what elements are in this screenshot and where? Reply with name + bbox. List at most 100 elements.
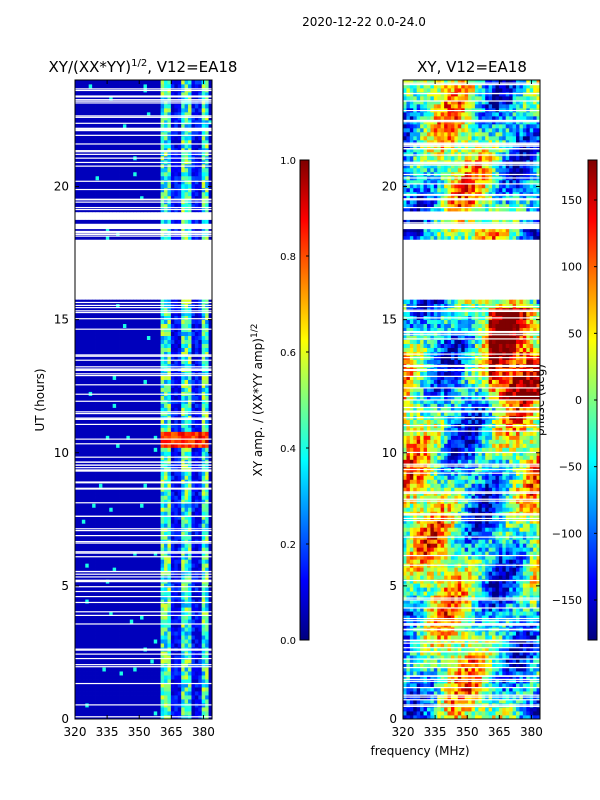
heatmap-cell: [92, 547, 96, 552]
heatmap-cell: [201, 655, 206, 660]
heatmap-cell: [75, 499, 79, 504]
heatmap-cell: [112, 407, 117, 412]
heatmap-cell: [109, 611, 114, 616]
heatmap-cell: [78, 691, 83, 696]
heatmap-cell: [198, 531, 203, 536]
heatmap-cell: [143, 403, 148, 408]
heatmap-cell: [116, 663, 120, 668]
heatmap-cell: [174, 635, 179, 640]
heatmap-cell: [174, 511, 179, 516]
heatmap-cell: [136, 447, 141, 452]
heatmap-cell: [81, 619, 86, 624]
heatmap-cell: [198, 343, 203, 348]
heatmap-cell: [167, 547, 172, 552]
heatmap-cell: [174, 219, 179, 225]
heatmap-cell: [150, 571, 155, 576]
heatmap-cell: [126, 375, 131, 380]
heatmap-cell: [109, 587, 114, 592]
heatmap-cell: [122, 563, 127, 568]
heatmap-cell: [201, 327, 206, 332]
heatmap-cell: [98, 363, 103, 368]
heatmap-cell: [181, 167, 185, 173]
heatmap-cell: [126, 663, 131, 668]
heatmap-cell: [88, 451, 93, 456]
heatmap-cell: [133, 383, 138, 388]
heatmap-cell: [78, 343, 83, 348]
heatmap-cell: [194, 427, 199, 432]
heatmap-cell: [198, 323, 203, 329]
heatmap-cell: [143, 583, 148, 588]
heatmap-cell: [194, 559, 199, 564]
heatmap-cell: [150, 599, 155, 604]
heatmap-cell: [143, 623, 148, 628]
heatmap-cell: [126, 427, 131, 432]
heatmap-cell: [188, 515, 192, 520]
heatmap-cell: [177, 339, 182, 344]
heatmap-cell: [153, 235, 158, 241]
heatmap-cell: [170, 523, 175, 528]
heatmap-cell: [81, 395, 86, 400]
heatmap-cell: [198, 403, 203, 408]
heatmap-cell: [126, 507, 131, 512]
heatmap-cell: [205, 427, 209, 432]
heatmap-cell: [184, 167, 189, 173]
heatmap-cell: [119, 519, 124, 524]
heatmap-cell: [191, 447, 196, 452]
heatmap-cell: [146, 635, 151, 640]
heatmap-cell: [122, 375, 127, 380]
heatmap-cell: [143, 491, 148, 496]
heatmap-cell: [85, 167, 90, 173]
heatmap-cell: [126, 235, 131, 241]
heatmap-cell: [143, 351, 148, 356]
heatmap-cell: [205, 527, 209, 532]
heatmap-cell: [136, 443, 141, 448]
heatmap-cell: [181, 419, 185, 424]
heatmap-cell: [188, 707, 192, 712]
heatmap-cell: [191, 195, 196, 201]
heatmap-cell: [140, 507, 144, 512]
heatmap-cell: [112, 699, 117, 704]
heatmap-cell: [184, 691, 189, 696]
heatmap-cell: [88, 331, 93, 336]
heatmap-cell: [174, 563, 179, 568]
heatmap-cell: [188, 587, 192, 592]
heatmap-cell: [184, 707, 189, 712]
heatmap-cell: [188, 523, 192, 528]
heatmap-cell: [194, 503, 199, 508]
heatmap-cell: [105, 699, 110, 704]
heatmap-cell: [181, 547, 185, 552]
heatmap-cell: [167, 323, 172, 329]
heatmap-cell: [75, 671, 79, 676]
heatmap-cell: [205, 667, 209, 672]
heatmap-cell: [129, 471, 134, 476]
heatmap-cell: [181, 627, 185, 632]
heatmap-cell: [126, 519, 131, 524]
heatmap-cell: [95, 407, 100, 412]
heatmap-cell: [92, 335, 96, 340]
heatmap-cell: [81, 559, 86, 564]
heatmap-cell: [126, 603, 131, 608]
heatmap-cell: [150, 535, 155, 540]
heatmap-cell: [85, 511, 90, 516]
heatmap-cell: [119, 431, 124, 436]
heatmap-cell: [198, 563, 203, 568]
heatmap-cell: [116, 443, 120, 448]
heatmap-cell: [177, 407, 182, 412]
heatmap-cell: [174, 495, 179, 500]
heatmap-cell: [198, 387, 203, 392]
heatmap-cell: [85, 567, 90, 572]
heatmap-cell: [81, 419, 86, 424]
heatmap-cell: [129, 359, 134, 364]
heatmap-cell: [157, 607, 162, 612]
heatmap-cell: [208, 631, 212, 636]
heatmap-cell: [102, 651, 107, 656]
heatmap-cell: [109, 535, 114, 540]
heatmap-cell: [95, 527, 100, 532]
heatmap-cell: [205, 335, 209, 340]
heatmap-cell: [133, 451, 138, 456]
heatmap-cell: [129, 567, 134, 572]
heatmap-cell: [198, 631, 203, 636]
heatmap-cell: [81, 195, 86, 201]
heatmap-cell: [157, 495, 162, 500]
heatmap-cell: [177, 431, 182, 436]
